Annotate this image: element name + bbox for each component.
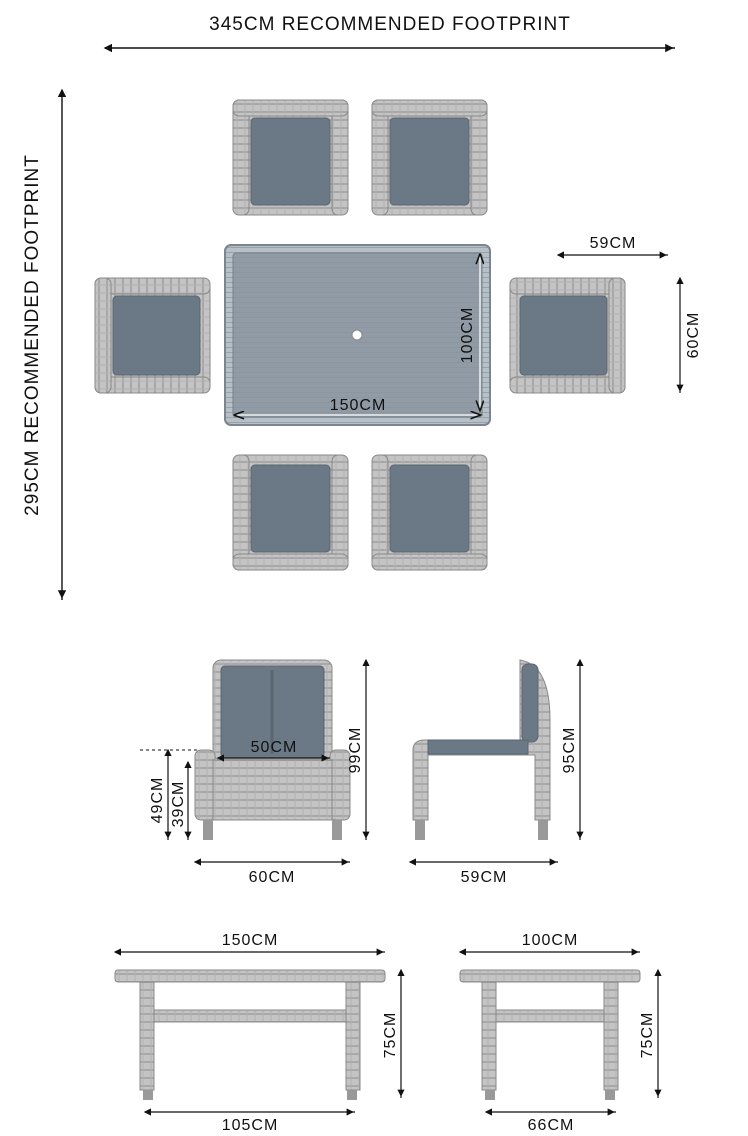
table-end-top: 100CM <box>522 932 579 949</box>
table-end-legspan: 66CM <box>528 1117 575 1134</box>
table-width-label: 100CM <box>459 307 476 364</box>
chair-front-width: 60CM <box>249 869 296 886</box>
table-front-legspan: 105CM <box>222 1117 279 1134</box>
plan-chair <box>233 100 348 215</box>
chair-front: 50CM 99CM 49CM 39CM 60CM <box>140 660 366 886</box>
chair-side-depth: 59CM <box>461 869 508 886</box>
right-chair-depth-label: 60CM <box>685 312 702 359</box>
table-end: 100CM 75CM 66CM <box>460 932 658 1134</box>
plan-chair <box>372 100 487 215</box>
chair-front-seath: 39CM <box>170 781 187 828</box>
table-length-label: 150CM <box>330 397 387 414</box>
table-front-height: 75CM <box>382 1012 399 1059</box>
plan-chair <box>233 455 348 570</box>
top-footprint-label: 345CM RECOMMENDED FOOTPRINT <box>209 14 571 35</box>
chair-side-height: 95CM <box>561 727 578 774</box>
right-chair-width-label: 59CM <box>590 235 637 252</box>
table-end-height: 75CM <box>639 1012 656 1059</box>
chair-front-seat-width: 50CM <box>251 739 298 756</box>
plan-chair <box>372 455 487 570</box>
table-front: 150CM 75CM 105CM <box>115 932 401 1134</box>
chair-front-height: 99CM <box>347 727 364 774</box>
left-footprint-label: 295CM RECOMMENDED FOOTPRINT <box>22 154 43 516</box>
table-front-top: 150CM <box>222 932 279 949</box>
plan-chair <box>510 278 625 393</box>
chair-front-armh: 49CM <box>149 777 166 824</box>
plan-view: 150CM 100CM 59CM 60CM <box>95 100 702 570</box>
chair-side: 95CM 59CM <box>410 660 580 886</box>
plan-table: 150CM 100CM <box>225 245 490 425</box>
plan-chair <box>95 278 210 393</box>
